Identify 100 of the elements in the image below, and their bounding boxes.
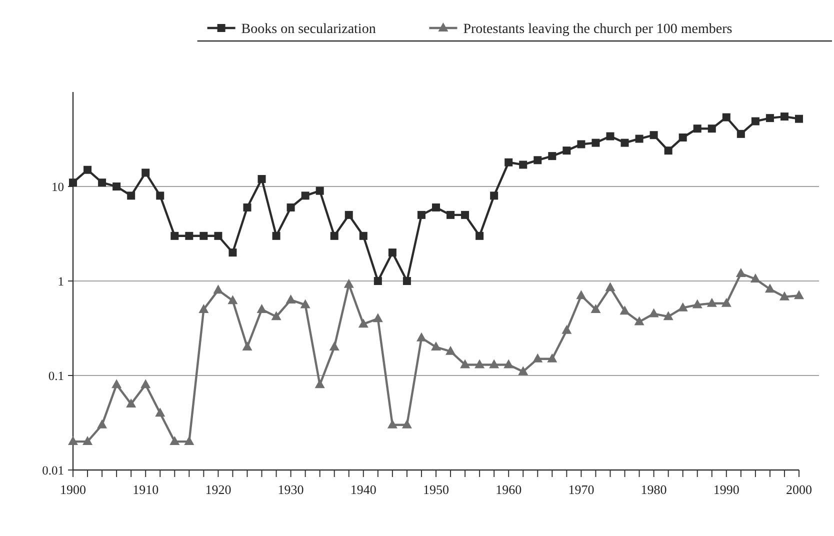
point	[140, 379, 151, 388]
legend-label: Books on secularization	[241, 22, 376, 37]
point	[476, 232, 484, 240]
point	[446, 346, 456, 355]
point	[156, 192, 164, 200]
point	[795, 114, 803, 123]
point	[504, 158, 513, 166]
point	[68, 436, 78, 446]
point	[490, 192, 498, 200]
x-tick-label: 1930	[278, 482, 304, 497]
point	[678, 134, 687, 142]
point	[504, 359, 514, 368]
point	[432, 203, 440, 212]
point	[344, 210, 353, 219]
point	[736, 268, 746, 278]
point	[84, 166, 92, 174]
point	[692, 299, 702, 308]
point	[387, 419, 398, 428]
point	[271, 311, 282, 320]
point	[461, 210, 470, 219]
point	[228, 248, 237, 257]
point	[198, 304, 209, 313]
point	[431, 342, 441, 351]
point	[170, 436, 180, 446]
point	[489, 359, 500, 368]
point	[372, 313, 383, 322]
point	[98, 178, 106, 187]
point	[460, 359, 470, 368]
legend-label: Protestants leaving the church per 100 members	[463, 22, 732, 37]
point	[69, 178, 77, 187]
point	[693, 124, 702, 133]
point	[316, 186, 324, 195]
point	[751, 117, 760, 126]
point	[706, 298, 717, 307]
point	[344, 278, 354, 288]
point	[417, 210, 426, 219]
point	[605, 282, 616, 292]
point	[592, 138, 600, 147]
point	[576, 290, 586, 300]
point	[329, 342, 340, 351]
point	[446, 210, 455, 219]
point	[416, 332, 426, 342]
point	[736, 130, 745, 138]
point	[548, 152, 556, 160]
point	[590, 304, 601, 313]
point	[532, 353, 543, 362]
x-tick-label: 1950	[423, 482, 449, 497]
point	[402, 277, 411, 285]
x-tick-label: 1980	[640, 482, 667, 497]
point	[286, 294, 296, 304]
point	[722, 113, 730, 122]
point	[635, 134, 644, 143]
point	[272, 232, 280, 240]
x-tick-label: 1910	[132, 482, 159, 497]
point	[127, 192, 136, 200]
point	[228, 295, 238, 304]
point	[286, 203, 295, 212]
point	[388, 248, 396, 257]
point	[112, 182, 121, 190]
x-tick-label: 2000	[786, 482, 812, 497]
point	[474, 359, 485, 368]
y-tick-label: 0.01	[42, 463, 64, 478]
point	[721, 298, 732, 307]
point	[534, 156, 542, 164]
x-tick-label: 1940	[350, 482, 376, 497]
point	[663, 311, 674, 320]
point	[300, 299, 310, 308]
point	[330, 232, 338, 240]
point	[126, 398, 136, 408]
point	[606, 132, 614, 140]
point	[314, 379, 325, 388]
point	[82, 436, 93, 446]
point	[256, 304, 267, 313]
point	[258, 175, 266, 184]
point	[359, 232, 368, 240]
point	[547, 353, 558, 362]
point	[650, 131, 658, 140]
point	[764, 284, 775, 293]
point	[794, 290, 804, 300]
point	[664, 146, 672, 155]
x-tick-label: 1970	[568, 482, 594, 497]
point	[780, 112, 788, 121]
point	[358, 318, 368, 328]
x-tick-label: 1920	[205, 482, 232, 497]
point	[519, 160, 528, 169]
point	[577, 140, 586, 148]
point	[170, 232, 179, 240]
point	[112, 379, 122, 388]
y-tick-label: 0.1	[48, 368, 64, 383]
point	[562, 146, 571, 155]
point	[402, 419, 412, 428]
x-tick-label: 1960	[496, 482, 522, 497]
point	[648, 308, 659, 318]
point	[200, 232, 208, 240]
point	[678, 302, 688, 312]
point	[213, 284, 224, 294]
point	[750, 274, 760, 282]
point	[142, 168, 150, 177]
point	[620, 306, 630, 315]
point	[634, 316, 644, 326]
